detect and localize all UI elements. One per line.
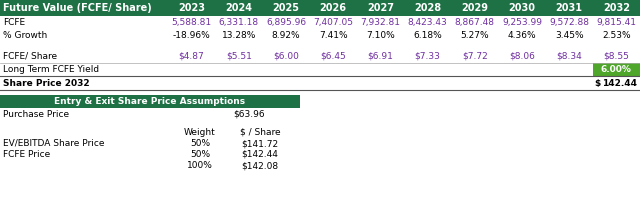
Text: 6.00%: 6.00% — [601, 65, 632, 74]
Text: 9,253.99: 9,253.99 — [502, 18, 542, 27]
Text: 13.28%: 13.28% — [221, 31, 256, 40]
Text: FCFE/ Share: FCFE/ Share — [3, 51, 57, 60]
Text: $7.72: $7.72 — [462, 51, 488, 60]
Bar — [593, 63, 640, 76]
Text: 2026: 2026 — [320, 3, 347, 13]
Text: 6,331.18: 6,331.18 — [219, 18, 259, 27]
Text: $ / Share: $ / Share — [240, 128, 280, 137]
Text: 7.10%: 7.10% — [366, 31, 395, 40]
Text: 9,572.88: 9,572.88 — [549, 18, 589, 27]
Text: $8.55: $8.55 — [604, 51, 629, 60]
Bar — [0, 95, 300, 108]
Text: 142.44: 142.44 — [602, 78, 637, 87]
Text: 2029: 2029 — [461, 3, 488, 13]
Text: 8.92%: 8.92% — [272, 31, 300, 40]
Text: 2.53%: 2.53% — [602, 31, 630, 40]
Bar — [0, 108, 640, 120]
Text: 8,423.43: 8,423.43 — [408, 18, 447, 27]
Text: $141.72: $141.72 — [241, 139, 278, 148]
Bar — [0, 149, 640, 160]
Text: 2023: 2023 — [178, 3, 205, 13]
Text: Weight: Weight — [184, 128, 216, 137]
Text: -18.96%: -18.96% — [173, 31, 211, 40]
Text: $8.34: $8.34 — [556, 51, 582, 60]
Text: $4.87: $4.87 — [179, 51, 204, 60]
Text: Share Price 2032: Share Price 2032 — [3, 78, 90, 87]
Text: $63.96: $63.96 — [234, 110, 265, 119]
Text: $5.51: $5.51 — [226, 51, 252, 60]
Text: Purchase Price: Purchase Price — [3, 110, 69, 119]
Text: 7.41%: 7.41% — [319, 31, 348, 40]
Bar — [0, 49, 640, 63]
Text: $142.44: $142.44 — [241, 150, 278, 159]
Text: 2025: 2025 — [273, 3, 300, 13]
Text: 5.27%: 5.27% — [461, 31, 489, 40]
Text: 6.18%: 6.18% — [413, 31, 442, 40]
Text: 50%: 50% — [190, 150, 210, 159]
Text: 2024: 2024 — [225, 3, 252, 13]
Text: 2030: 2030 — [509, 3, 536, 13]
Text: FCFE Price: FCFE Price — [3, 150, 51, 159]
Text: 2032: 2032 — [603, 3, 630, 13]
Text: 4.36%: 4.36% — [508, 31, 536, 40]
Text: $7.33: $7.33 — [415, 51, 440, 60]
Bar — [0, 138, 640, 149]
Bar — [0, 29, 640, 41]
Text: 2031: 2031 — [556, 3, 582, 13]
Bar — [0, 160, 640, 171]
Text: 50%: 50% — [190, 139, 210, 148]
Text: $6.91: $6.91 — [367, 51, 394, 60]
Text: 7,932.81: 7,932.81 — [360, 18, 401, 27]
Text: 2028: 2028 — [414, 3, 441, 13]
Text: $6.00: $6.00 — [273, 51, 299, 60]
Text: FCFE: FCFE — [3, 18, 25, 27]
Bar — [0, 63, 640, 76]
Text: $6.45: $6.45 — [321, 51, 346, 60]
Text: $142.08: $142.08 — [241, 161, 278, 170]
Text: 9,815.41: 9,815.41 — [596, 18, 636, 27]
Text: 100%: 100% — [187, 161, 213, 170]
Text: 3.45%: 3.45% — [555, 31, 584, 40]
Bar — [0, 127, 640, 138]
Bar — [0, 16, 640, 29]
Bar — [0, 0, 640, 16]
Text: 5,588.81: 5,588.81 — [172, 18, 212, 27]
Bar — [0, 76, 640, 90]
Text: 8,867.48: 8,867.48 — [455, 18, 495, 27]
Text: $: $ — [595, 78, 601, 87]
Text: % Growth: % Growth — [3, 31, 47, 40]
Text: Future Value (FCFE/ Share): Future Value (FCFE/ Share) — [3, 3, 152, 13]
Text: 6,895.96: 6,895.96 — [266, 18, 306, 27]
Text: 7,407.05: 7,407.05 — [313, 18, 353, 27]
Text: EV/EBITDA Share Price: EV/EBITDA Share Price — [3, 139, 104, 148]
Text: $8.06: $8.06 — [509, 51, 535, 60]
Text: Long Term FCFE Yield: Long Term FCFE Yield — [3, 65, 99, 74]
Text: 2027: 2027 — [367, 3, 394, 13]
Text: Entry & Exit Share Price Assumptions: Entry & Exit Share Price Assumptions — [54, 97, 246, 106]
